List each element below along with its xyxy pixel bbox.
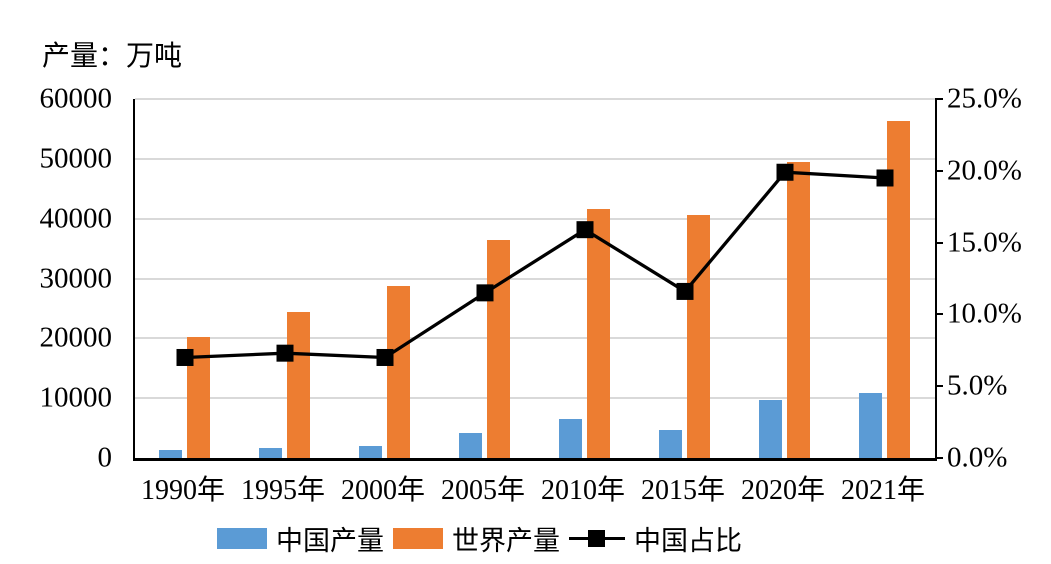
bar-china-2020年 <box>759 399 782 458</box>
legend-line-sample-china-share <box>569 528 625 549</box>
legend-label-world-production: 世界产量 <box>452 525 560 556</box>
bar-world-2015年 <box>687 215 710 458</box>
bar-china-2005年 <box>459 432 482 458</box>
y-axis-label-right: 15.0% <box>947 226 1022 259</box>
right-axis-tick <box>935 169 943 172</box>
bar-world-2021年 <box>887 121 910 458</box>
legend-label-china-share: 中国占比 <box>634 525 742 556</box>
gridline <box>135 98 935 100</box>
china-share-line <box>184 170 886 360</box>
bar-world-2010年 <box>587 209 610 458</box>
right-axis-tick <box>935 457 943 459</box>
line-marker-2015年 <box>676 282 694 300</box>
bar-china-2010年 <box>559 418 582 458</box>
line-marker-2021年 <box>876 169 894 187</box>
x-axis-label: 1990年 <box>140 475 225 506</box>
x-axis-label: 2021年 <box>840 475 925 506</box>
y-axis-label-left: 0 <box>97 441 113 474</box>
y-axis-label-left: 10000 <box>39 381 113 414</box>
bar-china-2015年 <box>659 429 682 458</box>
x-axis-label: 2005年 <box>440 475 525 506</box>
y-axis-label-right: 0.0% <box>947 441 1008 474</box>
legend: 中国产量 世界产量 中国占比 <box>217 522 751 556</box>
gridline <box>135 277 935 280</box>
gridline <box>135 217 935 220</box>
y-axis-label-left: 40000 <box>39 202 113 235</box>
bar-china-2000年 <box>359 446 382 458</box>
x-axis-label: 2015年 <box>640 475 725 506</box>
right-axis-tick <box>935 313 943 316</box>
y-axis-label-right: 25.0% <box>947 82 1022 115</box>
line-marker-2000年 <box>376 348 394 366</box>
y-axis-label-right: 10.0% <box>947 297 1022 330</box>
gridline <box>135 157 935 160</box>
axis-unit-title: 产量：万吨 <box>42 41 183 72</box>
bar-world-2020年 <box>787 162 810 458</box>
right-axis-tick <box>935 98 943 100</box>
x-axis-label: 2020年 <box>740 475 825 506</box>
line-marker-2010年 <box>576 221 594 239</box>
bar-china-2021年 <box>859 393 882 458</box>
bar-world-1990年 <box>187 336 210 458</box>
bar-china-1990年 <box>159 449 182 458</box>
x-axis-label: 2010年 <box>540 475 625 506</box>
bar-china-1995年 <box>259 447 282 458</box>
bar-world-2000年 <box>387 286 410 458</box>
gridline <box>135 397 935 400</box>
gridline <box>135 337 935 340</box>
line-marker-2005年 <box>476 284 494 302</box>
line-marker-1995年 <box>276 344 294 362</box>
line-marker-1990年 <box>176 348 194 366</box>
legend-line-marker-icon <box>588 529 605 547</box>
line-marker-2020年 <box>776 163 794 181</box>
y-axis-label-left: 50000 <box>39 142 113 175</box>
right-axis-tick <box>935 385 943 388</box>
x-axis-label: 2000年 <box>340 475 425 506</box>
china-share-line-layer <box>176 163 894 366</box>
y-axis-label-left: 60000 <box>39 82 113 115</box>
y-axis-label-left: 30000 <box>39 262 113 294</box>
legend-swatch-world-production <box>393 527 443 549</box>
right-axis-tick <box>935 241 943 244</box>
y-axis-label-right: 5.0% <box>947 369 1008 402</box>
y-axis-label-left: 20000 <box>39 321 113 354</box>
legend-swatch-china-production <box>217 527 267 549</box>
x-axis-label: 1995年 <box>240 475 325 506</box>
plot-area <box>133 98 937 461</box>
legend-label-china-production: 中国产量 <box>276 525 384 556</box>
y-axis-label-right: 20.0% <box>947 154 1022 187</box>
